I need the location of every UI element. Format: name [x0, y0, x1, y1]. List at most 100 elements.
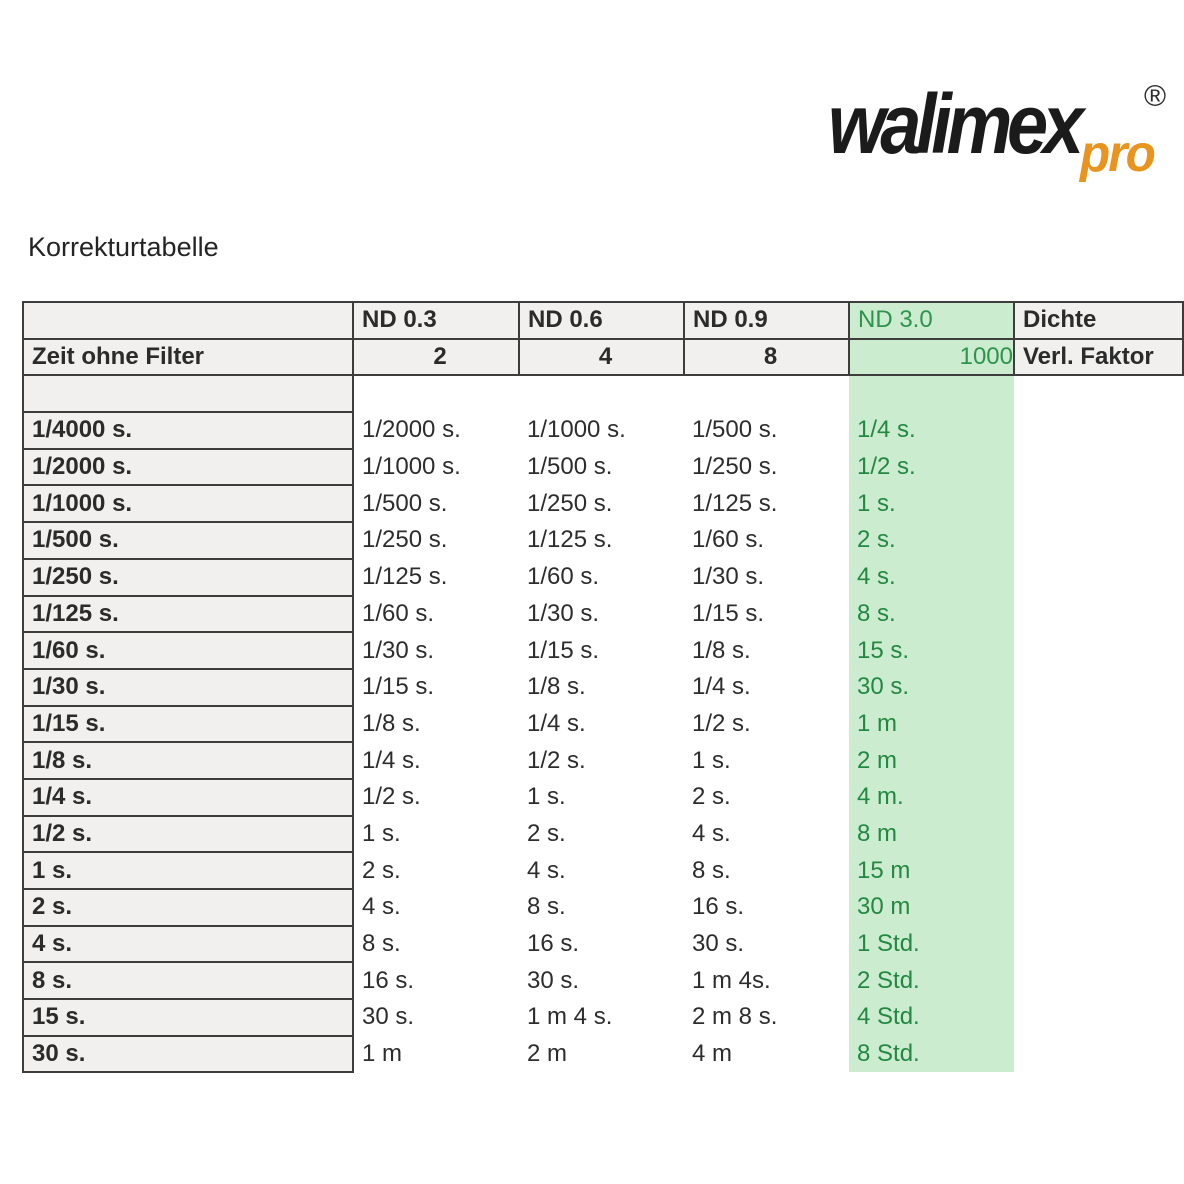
nd03-value-cell: 1 m	[353, 1035, 519, 1073]
corner-empty-cell	[22, 301, 354, 340]
header-nd09: ND 0.9	[683, 301, 850, 340]
nd03-value-cell: 1/60 s.	[353, 595, 519, 633]
time-without-filter-cell: 30 s.	[22, 1034, 354, 1074]
time-without-filter-cell: 1/8 s.	[22, 741, 354, 780]
dichte-empty-cell	[1014, 742, 1183, 779]
spacer-cell-label	[22, 374, 354, 414]
factor-nd06: 4	[518, 337, 685, 377]
header-nd30: ND 3.0	[848, 301, 1015, 340]
table-row: 1/60 s. 1/30 s. 1/15 s. 1/8 s. 15 s.	[22, 631, 1183, 670]
nd09-value-cell: 1/4 s.	[684, 668, 849, 706]
nd30-value-cell: 30 s.	[849, 668, 1014, 706]
nd06-value-cell: 1/30 s.	[519, 595, 684, 633]
header-nd06: ND 0.6	[518, 301, 685, 340]
nd09-value-cell: 1/500 s.	[684, 412, 849, 449]
logo-pro-text: pro	[1080, 125, 1156, 183]
time-without-filter-cell: 1/1000 s.	[22, 484, 354, 524]
time-without-filter-cell: 1/2 s.	[22, 814, 354, 854]
dichte-empty-cell	[1014, 962, 1183, 1000]
spacer-cell	[353, 375, 519, 413]
nd30-value-cell: 2 Std.	[849, 962, 1014, 1000]
nd09-value-cell: 1/60 s.	[684, 522, 849, 559]
table-row: 2 s. 4 s. 8 s. 16 s. 30 m	[22, 888, 1183, 927]
dichte-empty-cell	[1014, 852, 1183, 889]
time-without-filter-cell: 1/250 s.	[22, 557, 354, 597]
header-nd03: ND 0.3	[352, 301, 520, 340]
nd30-value-cell: 8 m	[849, 815, 1014, 853]
dichte-empty-cell	[1014, 889, 1183, 926]
table-row: 1/125 s. 1/60 s. 1/30 s. 1/15 s. 8 s.	[22, 594, 1183, 634]
table-row: 1 s. 2 s. 4 s. 8 s. 15 m	[22, 851, 1183, 890]
nd09-value-cell: 1/125 s.	[684, 485, 849, 523]
nd30-value-cell: 1/2 s.	[849, 448, 1014, 486]
nd06-value-cell: 8 s.	[519, 889, 684, 926]
table-row: 1/1000 s. 1/500 s. 1/250 s. 1/125 s. 1 s.	[22, 484, 1183, 524]
table-row: 4 s. 8 s. 16 s. 30 s. 1 Std.	[22, 924, 1183, 964]
dichte-empty-cell	[1014, 558, 1183, 596]
nd30-value-cell: 4 m.	[849, 778, 1014, 816]
spacer-cell	[1014, 375, 1183, 413]
table-row: 1/30 s. 1/15 s. 1/8 s. 1/4 s. 30 s.	[22, 667, 1183, 707]
dichte-empty-cell	[1014, 815, 1183, 853]
time-without-filter-cell: 2 s.	[22, 888, 354, 927]
dichte-empty-cell	[1014, 485, 1183, 523]
nd03-value-cell: 4 s.	[353, 889, 519, 926]
nd30-value-cell: 8 Std.	[849, 1035, 1014, 1073]
nd-filter-correction-table: ND 0.3 ND 0.6 ND 0.9 ND 3.0 Dichte Zeit …	[22, 301, 1184, 1074]
nd30-value-cell: 15 m	[849, 852, 1014, 889]
nd06-value-cell: 1/1000 s.	[519, 412, 684, 449]
time-without-filter-cell: 1/4 s.	[22, 777, 354, 817]
time-without-filter-cell: 1/30 s.	[22, 667, 354, 707]
nd03-value-cell: 1/2000 s.	[353, 412, 519, 449]
nd06-value-cell: 1 s.	[519, 778, 684, 816]
nd30-value-cell: 2 m	[849, 742, 1014, 779]
nd06-value-cell: 2 m	[519, 1035, 684, 1073]
nd30-value-cell: 1/4 s.	[849, 412, 1014, 449]
dichte-empty-cell	[1014, 632, 1183, 669]
nd09-value-cell: 2 s.	[684, 778, 849, 816]
dichte-empty-cell	[1014, 705, 1183, 743]
nd09-value-cell: 4 s.	[684, 815, 849, 853]
nd06-value-cell: 16 s.	[519, 925, 684, 963]
nd03-value-cell: 1/4 s.	[353, 742, 519, 779]
table-body: ND 0.3 ND 0.6 ND 0.9 ND 3.0 Dichte Zeit …	[22, 301, 1184, 1074]
nd03-value-cell: 1 s.	[353, 815, 519, 853]
nd30-value-cell: 4 s.	[849, 558, 1014, 596]
table-row: 1/250 s. 1/125 s. 1/60 s. 1/30 s. 4 s.	[22, 557, 1183, 597]
dichte-empty-cell	[1014, 668, 1183, 706]
table-row: 1/8 s. 1/4 s. 1/2 s. 1 s. 2 m	[22, 741, 1183, 780]
spacer-cell-green	[849, 375, 1014, 413]
factor-nd03: 2	[352, 337, 520, 377]
nd09-value-cell: 1/15 s.	[684, 595, 849, 633]
nd03-value-cell: 1/1000 s.	[353, 448, 519, 486]
nd06-value-cell: 4 s.	[519, 852, 684, 889]
dichte-empty-cell	[1014, 448, 1183, 486]
nd09-value-cell: 1 m 4s.	[684, 962, 849, 1000]
nd09-value-cell: 30 s.	[684, 925, 849, 963]
nd09-value-cell: 4 m	[684, 1035, 849, 1073]
nd06-value-cell: 1/60 s.	[519, 558, 684, 596]
nd03-value-cell: 1/125 s.	[353, 558, 519, 596]
factor-nd09: 8	[683, 337, 850, 377]
time-without-filter-cell: 1/60 s.	[22, 631, 354, 670]
nd06-value-cell: 1/4 s.	[519, 705, 684, 743]
time-without-filter-cell: 4 s.	[22, 924, 354, 964]
nd30-value-cell: 1 Std.	[849, 925, 1014, 963]
nd03-value-cell: 2 s.	[353, 852, 519, 889]
time-without-filter-cell: 8 s.	[22, 961, 354, 1001]
nd09-value-cell: 1/250 s.	[684, 448, 849, 486]
table-row: 1/4 s. 1/2 s. 1 s. 2 s. 4 m.	[22, 777, 1183, 817]
header-zeit-ohne-filter: Zeit ohne Filter	[22, 337, 354, 377]
table-row: 8 s. 16 s. 30 s. 1 m 4s. 2 Std.	[22, 961, 1183, 1001]
nd09-value-cell: 1/8 s.	[684, 632, 849, 669]
nd09-value-cell: 8 s.	[684, 852, 849, 889]
dichte-empty-cell	[1014, 778, 1183, 816]
nd30-value-cell: 1 m	[849, 705, 1014, 743]
nd06-value-cell: 1/500 s.	[519, 448, 684, 486]
nd03-value-cell: 1/250 s.	[353, 522, 519, 559]
nd03-value-cell: 16 s.	[353, 962, 519, 1000]
header-dichte: Dichte	[1013, 301, 1184, 340]
nd03-value-cell: 8 s.	[353, 925, 519, 963]
time-without-filter-cell: 1/15 s.	[22, 704, 354, 744]
